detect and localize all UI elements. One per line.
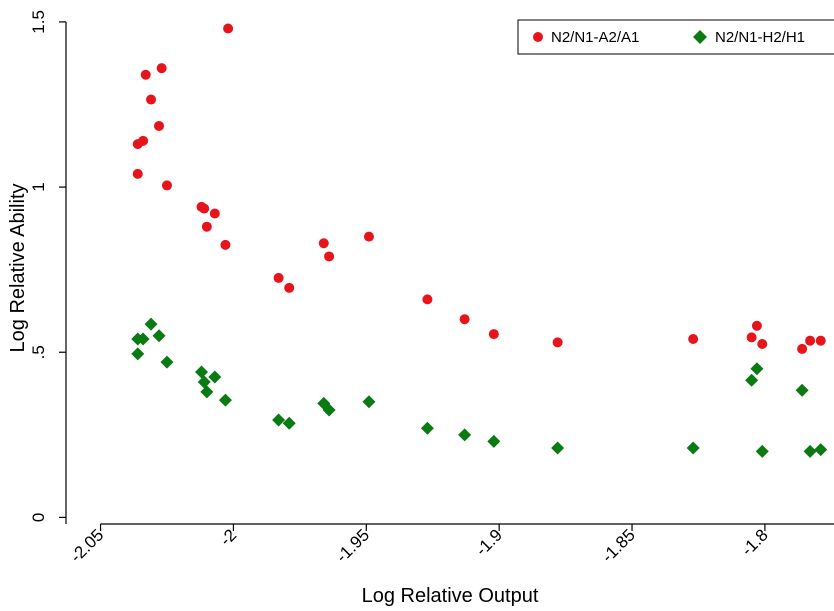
data-point-series-1 <box>751 320 762 331</box>
data-point-series-2 <box>131 347 145 361</box>
x-axis-title: Log Relative Output <box>362 585 539 607</box>
data-point-series-2 <box>362 395 376 409</box>
y-tick-label: 0 <box>29 513 48 522</box>
data-point-series-1 <box>154 120 165 131</box>
data-point-series-1 <box>805 335 816 346</box>
data-point-series-2 <box>420 421 434 435</box>
data-point-series-1 <box>220 239 231 250</box>
x-axis-ticks: -2.05 -2 -1.95 -1.9 -1.85 -1.8 <box>67 524 772 566</box>
data-point-series-1 <box>797 343 808 354</box>
data-point-series-1 <box>552 337 563 348</box>
data-point-series-1 <box>688 334 699 345</box>
data-point-series-2 <box>750 362 764 376</box>
data-point-series-1 <box>815 335 826 346</box>
data-point-series-2 <box>487 434 501 448</box>
data-point-series-1 <box>199 203 210 214</box>
data-point-series-1 <box>363 231 374 242</box>
data-point-series-2 <box>218 393 232 407</box>
data-point-series-2 <box>795 383 809 397</box>
x-tick-label: -1.95 <box>332 525 373 566</box>
data-point-series-2 <box>152 329 166 343</box>
x-tick-label: -2 <box>216 525 240 549</box>
data-point-series-1 <box>209 208 220 219</box>
data-point-series-1 <box>161 180 172 191</box>
data-point-series-2 <box>200 385 214 399</box>
axes: -2.05 -2 -1.95 -1.9 -1.85 -1.8 0 .5 1 1.5 <box>29 10 834 566</box>
data-point-series-1 <box>140 69 151 80</box>
y-axis-title: Log Relative Ability <box>7 184 29 353</box>
data-point-series-1 <box>459 314 470 325</box>
data-point-series-2 <box>755 444 769 458</box>
y-tick-label: 1 <box>29 182 48 191</box>
data-point-series-2 <box>144 317 158 331</box>
legend-marker-series-2 <box>693 30 707 44</box>
data-point-series-2 <box>551 441 565 455</box>
data-point-series-1 <box>488 329 499 340</box>
data-point-series-2 <box>208 370 222 384</box>
x-tick-label: -2.05 <box>67 525 108 566</box>
data-point-series-2 <box>282 416 296 430</box>
data-point-series-2 <box>745 373 759 387</box>
y-axis-ticks: 0 .5 1 1.5 <box>29 10 66 522</box>
data-point-series-2 <box>272 413 286 427</box>
legend-label-series-1: N2/N1-A2/A1 <box>551 29 639 46</box>
data-point-series-1 <box>757 338 768 349</box>
data-point-series-1 <box>223 23 234 34</box>
data-point-series-2 <box>136 332 150 346</box>
y-tick-label: 1.5 <box>29 10 48 34</box>
y-tick-label: .5 <box>29 345 48 359</box>
legend: N2/N1-A2/A1 N2/N1-H2/H1 <box>517 19 834 55</box>
data-point-series-2 <box>197 375 211 389</box>
data-point-series-1 <box>284 282 295 293</box>
data-point-series-1 <box>201 221 212 232</box>
data-point-series-1 <box>324 251 335 262</box>
data-point-series-1 <box>132 168 143 179</box>
data-point-series-1 <box>273 272 284 283</box>
x-tick-label: -1.8 <box>738 525 772 559</box>
data-points <box>131 23 828 458</box>
data-point-series-1 <box>318 238 329 249</box>
data-point-series-2 <box>458 428 472 442</box>
legend-box <box>517 19 834 55</box>
data-point-series-1 <box>156 63 167 74</box>
data-point-series-2 <box>322 403 336 417</box>
data-point-series-1 <box>746 332 757 343</box>
data-point-series-1 <box>422 294 433 305</box>
data-point-series-2 <box>686 441 700 455</box>
data-point-series-1 <box>138 135 149 146</box>
legend-marker-series-1 <box>533 32 543 42</box>
data-point-series-1 <box>146 94 157 105</box>
x-tick-label: -1.9 <box>472 525 506 559</box>
data-point-series-2 <box>195 365 209 379</box>
legend-label-series-2: N2/N1-H2/H1 <box>715 29 805 46</box>
data-point-series-2 <box>814 443 828 457</box>
data-point-series-2 <box>803 444 817 458</box>
data-point-series-2 <box>160 355 174 369</box>
x-tick-label: -1.85 <box>598 525 639 566</box>
